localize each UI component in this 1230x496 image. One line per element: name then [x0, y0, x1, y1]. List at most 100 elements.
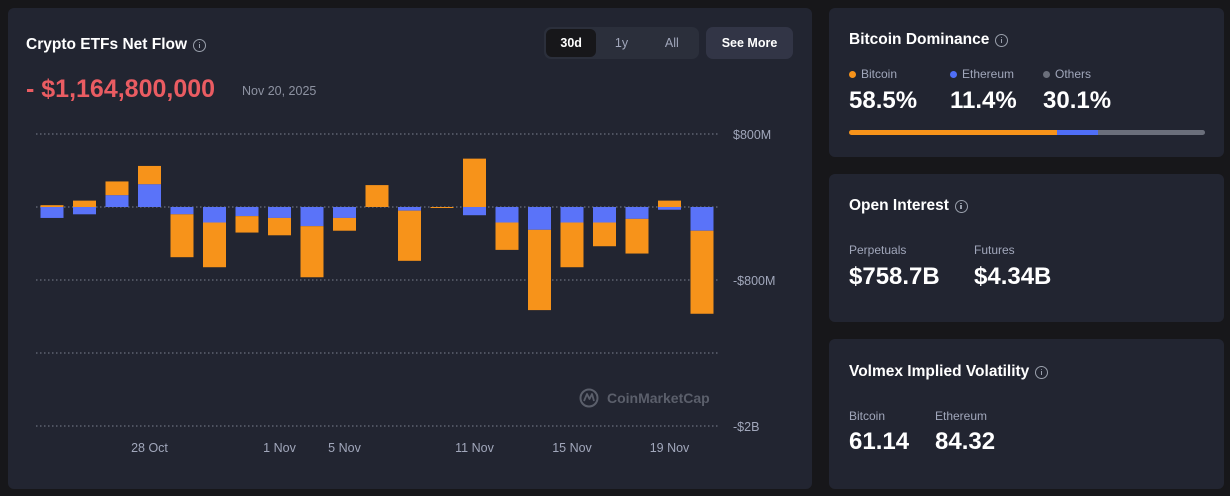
btc-bar[interactable]	[365, 185, 389, 207]
y-tick-label: -$2B	[733, 420, 759, 434]
etf-net-flow-card: $800M -$800M -$2B CoinMarketCap 28 Oct 1 No…	[8, 8, 812, 489]
chart-x-axis: 28 Oct 1 Nov 5 Nov 11 Nov 15 Nov 19 Nov	[131, 441, 690, 455]
legend-ethereum: Ethereum	[950, 67, 1014, 81]
btc-bar[interactable]	[430, 207, 454, 208]
btc-bar[interactable]	[203, 222, 226, 268]
watermark-text: CoinMarketCap	[607, 390, 710, 406]
y-tick-label: -$800M	[733, 274, 775, 288]
open-interest-card: Open Interest Perpetuals Futures $758.7B…	[829, 174, 1224, 322]
ethereum-dot-icon	[950, 70, 957, 78]
btc-bar[interactable]	[170, 214, 194, 258]
x-tick-label: 1 Nov	[263, 441, 296, 455]
x-tick-label: 28 Oct	[131, 441, 168, 455]
legend-others: Others	[1043, 67, 1091, 81]
etf-net-flow-chart: $800M -$800M -$2B CoinMarketCap 28 Oct 1 No…	[36, 128, 775, 455]
dominance-bar	[849, 130, 1205, 135]
legend-bitcoin-label: Bitcoin	[861, 67, 898, 81]
volmex-title: Volmex Implied Volatility	[849, 363, 1049, 381]
volmex-bitcoin-label: Bitcoin	[849, 409, 886, 423]
see-more-button[interactable]: See More	[706, 27, 793, 59]
eth-bar[interactable]	[560, 207, 584, 223]
eth-bar[interactable]	[235, 207, 259, 217]
eth-bar[interactable]	[625, 207, 649, 219]
btc-bar[interactable]	[593, 222, 616, 247]
eth-bar[interactable]	[268, 207, 291, 218]
coinmarketcap-logo-icon	[579, 388, 599, 408]
bitcoin-dot-icon	[849, 70, 856, 78]
bitcoin-dominance-value: 58.5%	[849, 87, 918, 114]
btc-bar[interactable]	[73, 200, 96, 207]
info-icon[interactable]	[193, 38, 207, 52]
info-icon[interactable]	[995, 33, 1009, 47]
chart-grid: $800M -$800M -$2B	[36, 128, 775, 434]
info-icon[interactable]	[954, 199, 968, 213]
dominance-title-text: Bitcoin Dominance	[849, 31, 990, 48]
eth-bar[interactable]	[593, 207, 616, 223]
open-interest-title-text: Open Interest	[849, 197, 949, 214]
perpetuals-value: $758.7B	[849, 263, 940, 290]
eth-bar[interactable]	[495, 207, 519, 223]
eth-bar[interactable]	[138, 184, 161, 207]
eth-bar[interactable]	[203, 207, 226, 223]
eth-bar[interactable]	[528, 207, 551, 230]
range-all-button[interactable]: All	[664, 36, 679, 50]
volmex-ethereum-value: 84.32	[935, 428, 996, 455]
btc-bar[interactable]	[495, 222, 519, 250]
futures-value: $4.34B	[974, 263, 1052, 290]
btc-bar[interactable]	[625, 218, 649, 254]
volmex-title-text: Volmex Implied Volatility	[849, 363, 1030, 380]
etf-title-text: Crypto ETFs Net Flow	[26, 36, 188, 53]
futures-label: Futures	[974, 243, 1015, 257]
btc-bar[interactable]	[40, 205, 64, 207]
btc-bar[interactable]	[690, 230, 714, 314]
range-toggle: 30d 1y All	[544, 27, 699, 59]
eth-bar[interactable]	[463, 207, 486, 216]
btc-bar[interactable]	[528, 229, 551, 311]
eth-bar[interactable]	[105, 195, 129, 207]
btc-bar[interactable]	[658, 200, 681, 207]
eth-bar[interactable]	[40, 207, 64, 218]
eth-bar[interactable]	[170, 207, 194, 215]
net-flow-value: - $1,164,800,000	[26, 75, 216, 103]
volmex-ethereum-label: Ethereum	[935, 409, 988, 423]
x-tick-label: 15 Nov	[552, 441, 592, 455]
info-icon[interactable]	[1035, 365, 1049, 379]
volmex-bitcoin-value: 61.14	[849, 428, 910, 455]
eth-bar[interactable]	[690, 207, 714, 231]
x-tick-label: 11 Nov	[455, 441, 494, 455]
ethereum-dominance-value: 11.4%	[950, 87, 1017, 114]
bitcoin-dominance-card: Bitcoin Dominance Bitcoin Ethereum Other…	[829, 8, 1224, 157]
perpetuals-label: Perpetuals	[849, 243, 907, 257]
btc-bar[interactable]	[300, 226, 324, 278]
x-tick-label: 19 Nov	[650, 441, 690, 455]
btc-bar[interactable]	[268, 217, 291, 236]
btc-bar[interactable]	[560, 222, 584, 268]
eth-bar[interactable]	[658, 207, 681, 210]
btc-bar[interactable]	[398, 210, 421, 261]
y-tick-label: $800M	[733, 128, 771, 142]
others-dot-icon	[1043, 70, 1050, 78]
dominance-segment-others	[1097, 130, 1205, 135]
open-interest-title: Open Interest	[849, 197, 968, 215]
dominance-title: Bitcoin Dominance	[849, 31, 1009, 49]
btc-bar[interactable]	[463, 158, 486, 207]
legend-bitcoin: Bitcoin	[849, 67, 897, 81]
range-30d-button[interactable]: 30d	[546, 29, 597, 57]
eth-bar[interactable]	[73, 207, 96, 215]
others-dominance-value: 30.1%	[1043, 87, 1112, 114]
etf-title: Crypto ETFs Net Flow	[26, 36, 207, 54]
btc-bar[interactable]	[333, 217, 356, 231]
x-tick-label: 5 Nov	[328, 441, 361, 455]
dominance-segment-ethereum	[1057, 130, 1098, 135]
range-1y-button[interactable]: 1y	[614, 36, 629, 50]
btc-bar[interactable]	[138, 165, 161, 185]
btc-bar[interactable]	[105, 181, 129, 196]
dominance-segment-bitcoin	[849, 130, 1058, 135]
watermark: CoinMarketCap	[579, 388, 710, 408]
legend-ethereum-label: Ethereum	[962, 67, 1015, 81]
eth-bar[interactable]	[300, 207, 324, 227]
eth-bar[interactable]	[398, 207, 421, 211]
btc-bar[interactable]	[235, 216, 259, 233]
eth-bar[interactable]	[333, 207, 356, 218]
volmex-volatility-card: Volmex Implied Volatility Bitcoin Ethere…	[829, 339, 1224, 489]
